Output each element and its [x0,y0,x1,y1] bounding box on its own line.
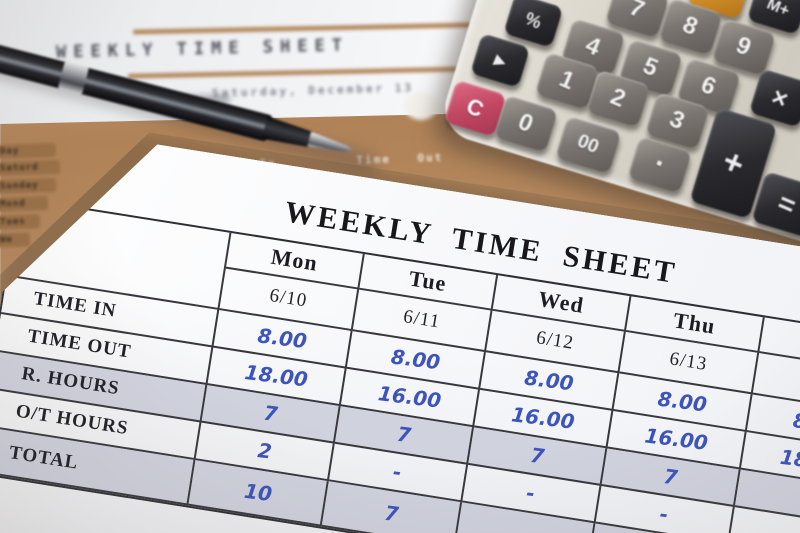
tan-day-cell: Tues [0,214,41,230]
calculator-foot [404,92,438,120]
calc-key-percent: % [503,0,564,48]
calc-key-zero: 0 [493,94,558,153]
pen-tip [307,132,353,158]
horizontal-rule [127,66,475,79]
tan-day-cell: Mond [0,196,49,212]
tan-day-cell: We [0,232,31,248]
tan-day-cell: Saturd [0,159,61,177]
horizontal-rule [132,22,472,35]
pen-grip [262,116,314,150]
background-sheet-date: Saturday, December 13 [211,81,415,100]
calc-key-double-zero: 00 [555,115,622,175]
calc-key-arrow-right: ▶ [470,33,531,88]
tan-day-cell: Day [0,142,57,160]
tan-day-cell: Sunday [0,177,57,195]
background-sheet-title: WEEKLY TIME SHEET [55,35,350,63]
